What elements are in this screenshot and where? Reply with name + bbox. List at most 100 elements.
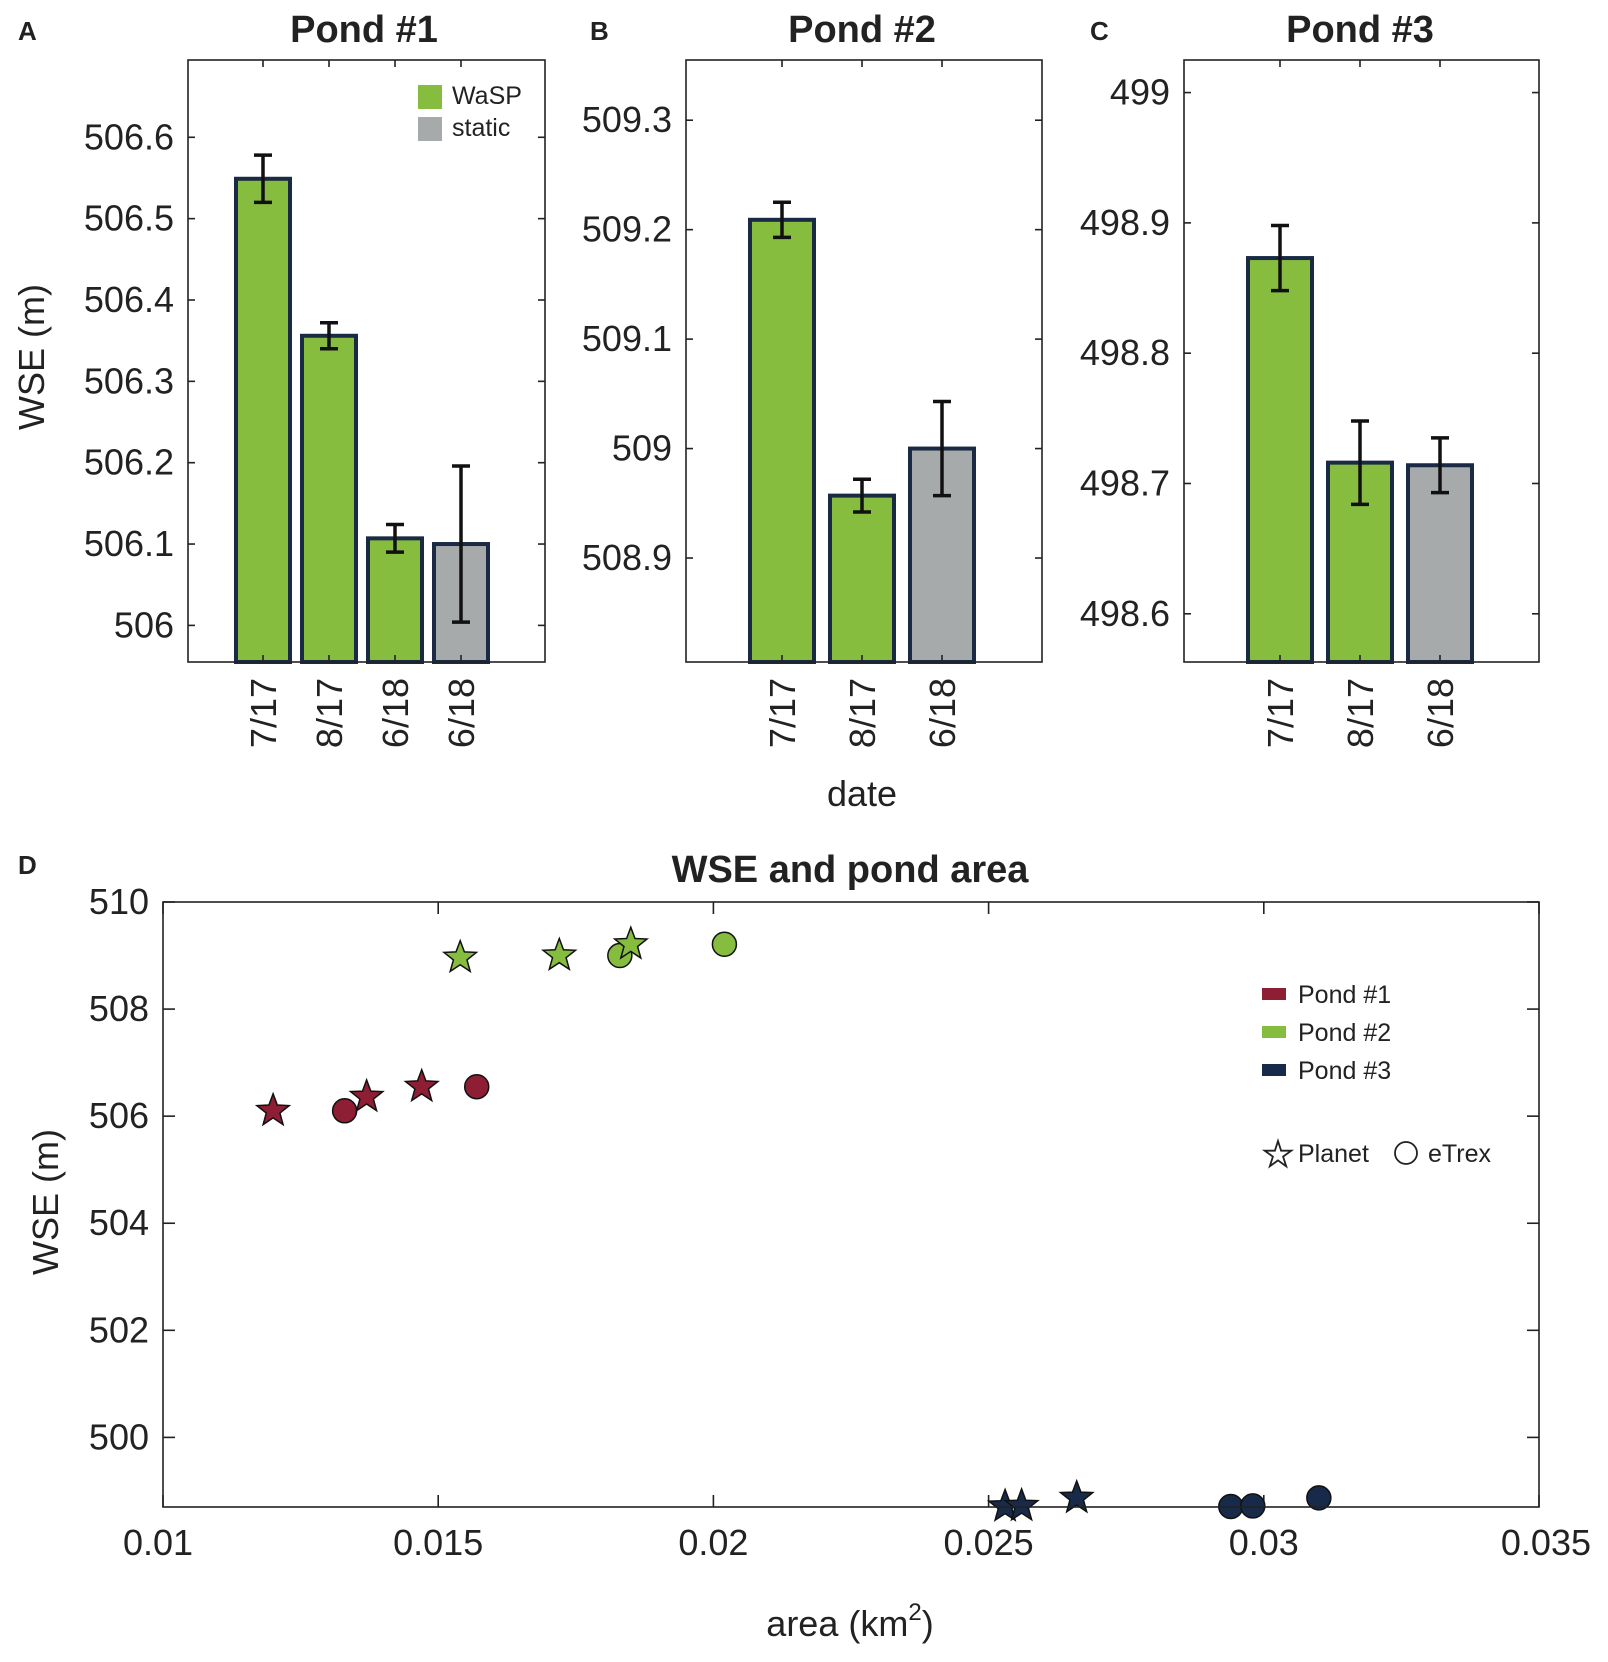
legend-circle-icon [1394,1141,1418,1165]
legend-swatch-wasp [418,85,442,109]
x-tick-label: 8/17 [1340,678,1381,748]
panel-d-frame [162,901,1540,1508]
x-tick-label: 8/17 [842,678,883,748]
legend-label-pond1: Pond #1 [1298,981,1391,1009]
y-tick-label: 498.6 [1080,593,1170,634]
planet-point [441,938,479,974]
panel-d: D WSE and pond area WSE (m) 500 502 504 506… [18,849,1591,1644]
y-tick-label: 498.7 [1080,462,1170,503]
planet-point [348,1077,385,1113]
x-tick-label: 0.025 [944,1522,1034,1563]
y-tick-label: 509.3 [582,99,672,140]
x-tick-label: 0.015 [393,1522,483,1563]
bar [366,536,424,664]
x-tick-label: 7/17 [243,678,284,748]
panel-c: C Pond #3 498.6 498.7 498.8 498.9 499 7/17 8/1… [1080,9,1540,748]
panel-a-frame [187,59,546,663]
legend-label-pond3: Pond #3 [1298,1057,1391,1085]
y-tick-label: 499 [1110,72,1170,113]
etrex-point [1240,1493,1266,1519]
y-tick-label: 504 [89,1202,149,1243]
x-tick-label: 6/18 [441,678,482,748]
panel-b-frame [685,59,1043,663]
legend-label-planet: Planet [1298,1140,1369,1168]
bar [1406,463,1474,664]
y-tick-label: 506.2 [84,442,174,483]
y-tick-label: 498.8 [1080,332,1170,373]
y-tick-label: 506.3 [84,360,174,401]
x-tick-label: 0.03 [1229,1522,1299,1563]
panel-b-title: Pond #2 [788,9,936,51]
panel-c-plot: 498.6 498.7 498.8 498.9 499 7/17 8/17 6/18 [1080,60,1539,748]
y-tick-label: 506.6 [84,116,174,157]
panel-letter-b: B [590,16,609,46]
panel-d-title: WSE and pond area [672,849,1030,891]
y-tick-label: 509.2 [582,209,672,250]
panel-a-title: Pond #1 [290,9,438,51]
planet-point [403,1067,440,1103]
panel-d-legend: Pond #1 Pond #2 Pond #3 Planet eTrex [1261,981,1491,1169]
y-tick-label: 508 [89,988,149,1029]
y-tick-label: 502 [89,1309,149,1350]
y-tick-label: 510 [89,881,149,922]
panel-d-xlabel: area (km2) [766,1599,933,1644]
legend-label-wasp: WaSP [452,82,522,110]
planet-point [612,925,650,960]
y-tick-label: 506.1 [84,523,174,564]
y-tick-label: 506.4 [84,279,174,320]
panel-d-xlabel-sup: 2 [908,1599,921,1626]
etrex-point [711,931,738,958]
planet-point [1058,1478,1095,1514]
legend-swatch-pond1 [1262,988,1286,1000]
panel-a-plot: 506 506.1 506.2 506.3 506.4 506.5 506.6 7/17 8/1… [84,60,545,748]
panel-c-title: Pond #3 [1286,9,1434,51]
y-tick-label: 498.9 [1080,202,1170,243]
panel-b-xlabel: date [827,773,897,814]
etrex-point [463,1073,490,1100]
panel-c-frame [1183,59,1540,663]
x-tick-label: 0.01 [123,1522,193,1563]
panel-b-plot: 508.9 509 509.1 509.2 509.3 7/17 8/17 6/18 [582,60,1042,748]
panel-letter-d: D [18,850,37,880]
y-tick-label: 509 [612,428,672,469]
panel-letter-c: C [1090,16,1109,46]
y-tick-label: 509.1 [582,318,672,359]
x-tick-label: 6/18 [375,678,416,748]
panel-d-ylabel: WSE (m) [25,1129,66,1275]
legend-star-icon [1261,1138,1295,1169]
panel-d-xlabel-main: area (km [766,1603,908,1644]
legend-swatch-static [418,117,442,141]
y-tick-label: 506.5 [84,198,174,239]
legend-swatch-pond2 [1262,1026,1286,1038]
x-tick-label: 6/18 [922,678,963,748]
bar [300,333,358,664]
etrex-point [1306,1485,1332,1511]
panel-letter-a: A [18,16,37,46]
y-tick-label: 500 [89,1416,149,1457]
planet-point [541,936,578,972]
x-tick-label: 0.02 [678,1522,748,1563]
panel-a-ylabel: WSE (m) [11,284,52,430]
bar [748,217,816,664]
x-tick-label: 8/17 [309,678,350,748]
x-tick-label: 6/18 [1420,678,1461,748]
y-tick-label: 506 [114,604,174,645]
legend-label-pond2: Pond #2 [1298,1019,1391,1047]
bar [1246,256,1314,664]
legend-label-etrex: eTrex [1428,1140,1491,1168]
panel-b: B Pond #2 508.9 509 509.1 509.2 509.3 7/17 8/1… [582,9,1043,814]
legend-swatch-pond3 [1262,1064,1286,1076]
panel-d-plot: 500 502 504 506 508 510 0.01 0.015 0.02 0.025 0.03… [89,881,1591,1563]
y-tick-label: 508.9 [582,537,672,578]
bar [234,176,292,664]
planet-point [254,1091,292,1127]
panel-d-xlabel-end: ) [922,1603,934,1644]
planet-point [1003,1486,1040,1522]
bar [828,493,896,664]
x-tick-label: 7/17 [762,678,803,748]
panel-a-legend: WaSP static [418,82,522,142]
panel-a: A Pond #1 WSE (m) 506 506.1 506.2 506.3 506.… [11,9,546,748]
y-tick-label: 506 [89,1095,149,1136]
legend-label-static: static [452,114,510,142]
